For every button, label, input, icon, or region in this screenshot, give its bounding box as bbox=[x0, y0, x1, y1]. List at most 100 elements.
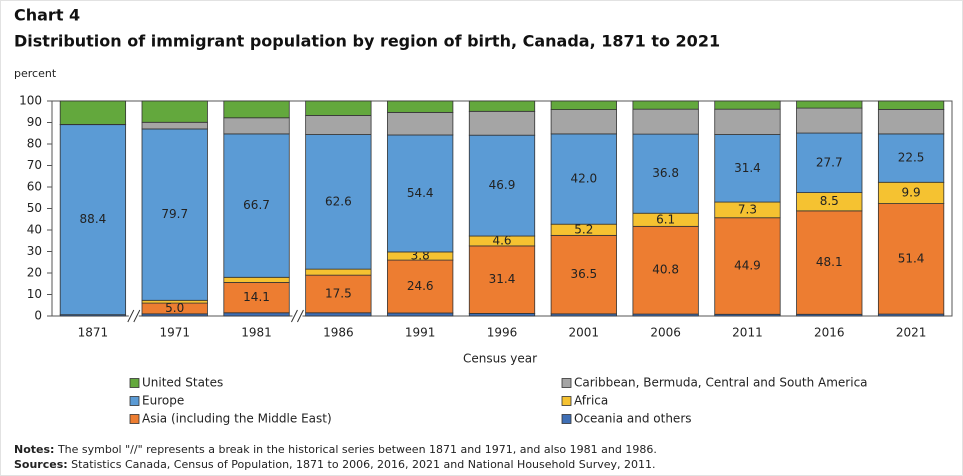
bar-segment bbox=[141, 100, 208, 123]
break-mark bbox=[133, 309, 141, 323]
data-label: 27.7 bbox=[816, 155, 843, 169]
x-tick-label: 2001 bbox=[569, 326, 600, 340]
bar-segment bbox=[550, 109, 617, 135]
data-label: 31.4 bbox=[489, 272, 516, 286]
bar-segment bbox=[223, 100, 290, 119]
data-label: 8.5 bbox=[820, 194, 839, 208]
y-tick-label: 50 bbox=[27, 201, 42, 215]
data-label: 17.5 bbox=[325, 286, 352, 300]
data-label: 36.5 bbox=[570, 267, 597, 281]
data-label: 62.6 bbox=[325, 194, 352, 208]
break-mark bbox=[291, 309, 298, 323]
y-tick-label: 10 bbox=[27, 287, 42, 301]
bar-segment bbox=[877, 108, 945, 135]
chart-title: Distribution of immigrant population by … bbox=[14, 32, 720, 51]
y-tick-label: 20 bbox=[27, 266, 42, 280]
bar-segment bbox=[387, 111, 454, 136]
legend-label: Africa bbox=[574, 394, 608, 408]
legend-label: Caribbean, Bermuda, Central and South Am… bbox=[574, 376, 868, 390]
bar-segment bbox=[877, 203, 945, 315]
chart-header: Chart 4 bbox=[14, 6, 80, 25]
x-tick-label: 1986 bbox=[323, 326, 354, 340]
y-tick-label: 70 bbox=[27, 158, 42, 172]
legend-swatch bbox=[561, 414, 572, 424]
data-label: 79.7 bbox=[161, 207, 188, 221]
bar-segment bbox=[59, 124, 127, 316]
x-tick-label: 2016 bbox=[814, 326, 845, 340]
bar-segment bbox=[796, 100, 863, 109]
data-label: 31.4 bbox=[734, 161, 761, 175]
x-tick-label: 1971 bbox=[159, 326, 190, 340]
bar-segment bbox=[223, 133, 290, 278]
bar-segment bbox=[632, 108, 699, 135]
bar-segment bbox=[796, 107, 863, 134]
bar-segment bbox=[714, 108, 781, 135]
bar-segment bbox=[714, 134, 781, 203]
bar-segment bbox=[223, 312, 290, 317]
x-tick-label: 2021 bbox=[896, 326, 927, 340]
bar-segment bbox=[141, 299, 208, 304]
data-label: 42.0 bbox=[570, 172, 597, 186]
x-tick-label: 1991 bbox=[405, 326, 436, 340]
y-tick-label: 30 bbox=[27, 244, 42, 258]
bar-segment bbox=[550, 234, 617, 315]
data-label: 51.4 bbox=[898, 251, 925, 265]
sources-text: Statistics Canada, Census of Population,… bbox=[71, 458, 655, 471]
break-mark bbox=[127, 309, 135, 323]
bar-segment bbox=[387, 100, 454, 113]
x-tick-label: 1871 bbox=[78, 326, 109, 340]
y-axis-label: percent bbox=[14, 67, 57, 80]
bar-segment bbox=[877, 133, 945, 183]
data-label: 5.0 bbox=[165, 301, 184, 315]
bar-segment bbox=[305, 268, 372, 276]
legend-swatch bbox=[129, 378, 140, 388]
bar-segment bbox=[796, 132, 863, 193]
bar-segment bbox=[714, 217, 781, 315]
bar-segment bbox=[714, 100, 781, 110]
sources-label: Sources: bbox=[14, 458, 68, 471]
data-label: 44.9 bbox=[734, 259, 761, 273]
y-tick-label: 80 bbox=[27, 137, 42, 151]
y-tick-label: 90 bbox=[27, 115, 42, 129]
bar-segment bbox=[468, 134, 536, 237]
y-tick-label: 100 bbox=[19, 94, 42, 108]
legend-swatch bbox=[561, 396, 572, 406]
data-label: 7.3 bbox=[738, 202, 757, 216]
data-label: 54.4 bbox=[407, 186, 434, 200]
x-axis-label: Census year bbox=[463, 352, 537, 366]
data-label: 88.4 bbox=[80, 212, 107, 226]
data-label: 4.6 bbox=[492, 233, 511, 247]
data-label: 46.9 bbox=[489, 178, 516, 192]
notes-text: The symbol "//" represents a break in th… bbox=[57, 443, 657, 456]
bar-segment bbox=[387, 312, 454, 317]
legend-label: Europe bbox=[142, 394, 184, 408]
bar-segment bbox=[468, 100, 536, 112]
data-label: 48.1 bbox=[816, 255, 843, 269]
bar-segment bbox=[877, 100, 945, 110]
bar-segment bbox=[468, 110, 536, 136]
bar-segment bbox=[141, 121, 208, 130]
bar-segment bbox=[59, 100, 127, 125]
notes: Notes: The symbol "//" represents a brea… bbox=[14, 443, 657, 456]
bar-segment bbox=[632, 225, 699, 315]
bar-segment bbox=[550, 100, 617, 110]
x-tick-label: 1996 bbox=[487, 326, 518, 340]
data-label: 6.1 bbox=[656, 212, 675, 226]
data-label: 5.2 bbox=[574, 222, 593, 236]
x-tick-label: 2011 bbox=[732, 326, 763, 340]
notes-label: Notes: bbox=[14, 443, 54, 456]
data-label: 22.5 bbox=[898, 151, 925, 165]
y-tick-label: 40 bbox=[27, 223, 42, 237]
break-gap bbox=[128, 310, 139, 322]
legend-label: Asia (including the Middle East) bbox=[142, 412, 332, 426]
legend-swatch bbox=[561, 378, 572, 388]
legend-swatch bbox=[129, 414, 140, 424]
bar-segment bbox=[305, 115, 372, 135]
data-label: 9.9 bbox=[902, 185, 921, 199]
data-label: 24.6 bbox=[407, 279, 434, 293]
legend-swatch bbox=[129, 396, 140, 406]
bar-segment bbox=[305, 100, 372, 116]
data-label: 14.1 bbox=[243, 290, 270, 304]
data-label: 36.8 bbox=[652, 166, 679, 180]
